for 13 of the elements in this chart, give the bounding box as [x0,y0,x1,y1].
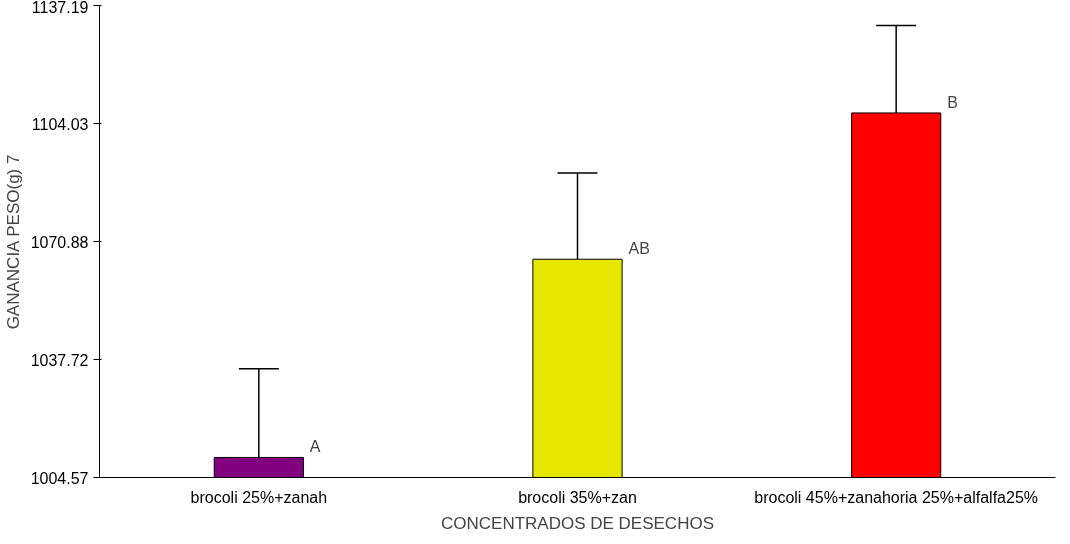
annotation: B [947,93,958,111]
y-tick-label: 1037.72 [30,351,89,369]
y-tick-label: 1004.57 [30,469,89,487]
annotation: AB [628,240,650,258]
annotation: A [309,438,321,456]
x-tick-label: brocoli 45%+zanahoria 25%+alfalfa25% [754,488,1039,506]
x-axis-title: CONCENTRADOS DE DESECHOS [441,513,714,533]
y-tick-label: 1104.03 [31,115,89,133]
y-tick-label: 1137.19 [31,0,89,16]
x-tick-label: brocoli 25%+zanah [190,488,328,506]
y-tick-label: 1070.88 [30,233,89,251]
y-axis-title: GANANCIA PESO(g) 7 [3,154,23,330]
x-tick-label: brocoli 35%+zan [518,488,637,506]
